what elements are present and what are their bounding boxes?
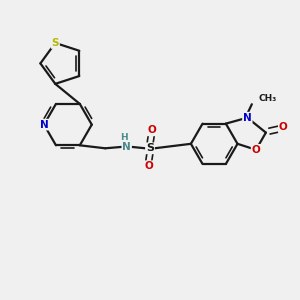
Text: S: S: [52, 38, 59, 48]
Text: N: N: [122, 142, 131, 152]
Text: O: O: [147, 125, 156, 135]
Text: O: O: [144, 161, 153, 171]
Text: H: H: [120, 133, 127, 142]
Text: S: S: [146, 143, 154, 153]
Text: O: O: [252, 145, 260, 155]
Text: O: O: [279, 122, 288, 132]
Text: N: N: [40, 120, 48, 130]
Text: N: N: [243, 113, 252, 123]
Text: CH₃: CH₃: [258, 94, 277, 103]
